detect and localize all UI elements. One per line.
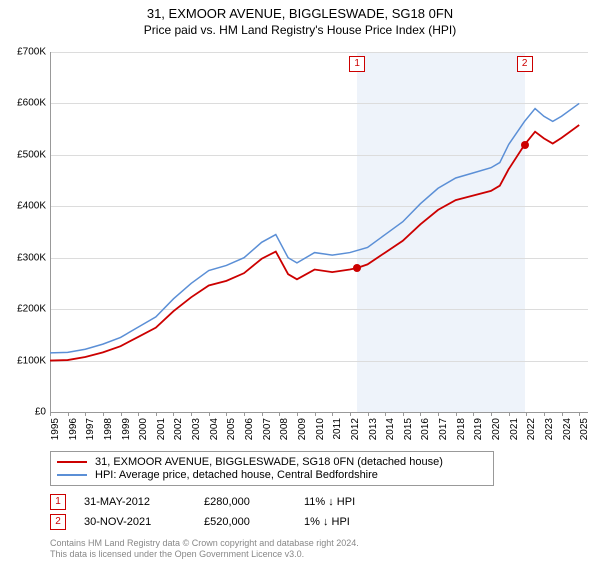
x-axis-label: 2002 [173, 418, 184, 440]
x-axis-label: 2010 [315, 418, 326, 440]
x-axis-label: 1998 [103, 418, 114, 440]
x-axis-label: 2004 [209, 418, 220, 440]
sale-delta: 1% ↓ HPI [304, 516, 404, 528]
sale-delta: 11% ↓ HPI [304, 496, 404, 508]
x-axis-label: 2007 [262, 418, 273, 440]
footer: Contains HM Land Registry data © Crown c… [50, 538, 359, 560]
y-axis-label: £300K [17, 252, 46, 263]
sale-row-2: 2 30-NOV-2021£520,0001% ↓ HPI [50, 514, 404, 530]
x-axis-label: 2005 [226, 418, 237, 440]
x-axis-label: 1997 [85, 418, 96, 440]
legend: 31, EXMOOR AVENUE, BIGGLESWADE, SG18 0FN… [50, 451, 494, 486]
chart-subtitle: Price paid vs. HM Land Registry's House … [0, 23, 600, 37]
x-axis-label: 2008 [279, 418, 290, 440]
series-property [50, 125, 579, 361]
legend-swatch [57, 461, 87, 463]
sale-date: 30-NOV-2021 [84, 516, 204, 528]
sale-price: £280,000 [204, 496, 304, 508]
x-axis-label: 1996 [68, 418, 79, 440]
y-axis-label: £100K [17, 355, 46, 366]
legend-label: HPI: Average price, detached house, Cent… [95, 469, 378, 481]
x-axis-label: 2021 [509, 418, 520, 440]
x-axis-label: 2014 [385, 418, 396, 440]
x-axis-label: 2022 [526, 418, 537, 440]
x-axis-label: 1995 [50, 418, 61, 440]
y-axis-label: £600K [17, 98, 46, 109]
y-axis-label: £500K [17, 149, 46, 160]
x-axis-label: 2015 [403, 418, 414, 440]
sale-date: 31-MAY-2012 [84, 496, 204, 508]
sale-row-marker: 2 [50, 514, 66, 530]
x-axis-label: 2013 [368, 418, 379, 440]
sale-marker-1 [353, 264, 361, 272]
sale-row-marker: 1 [50, 494, 66, 510]
x-axis [50, 412, 588, 413]
x-axis-label: 2024 [562, 418, 573, 440]
callout-box-1: 1 [349, 56, 365, 72]
y-axis-label: £200K [17, 304, 46, 315]
chart-lines [50, 52, 588, 412]
chart-title: 31, EXMOOR AVENUE, BIGGLESWADE, SG18 0FN [0, 6, 600, 21]
legend-label: 31, EXMOOR AVENUE, BIGGLESWADE, SG18 0FN… [95, 456, 443, 468]
x-axis-label: 2025 [579, 418, 590, 440]
y-axis-label: £700K [17, 47, 46, 58]
x-axis-label: 2019 [473, 418, 484, 440]
x-axis-label: 2009 [297, 418, 308, 440]
x-axis-label: 2016 [420, 418, 431, 440]
x-axis-label: 2001 [156, 418, 167, 440]
callout-box-2: 2 [517, 56, 533, 72]
x-axis-label: 2017 [438, 418, 449, 440]
chart-area: £0£100K£200K£300K£400K£500K£600K£700K199… [50, 52, 588, 412]
x-axis-label: 2012 [350, 418, 361, 440]
sale-row-1: 1 31-MAY-2012£280,00011% ↓ HPI [50, 494, 404, 510]
x-axis-label: 2011 [332, 418, 343, 440]
footer-line-2: This data is licensed under the Open Gov… [50, 549, 359, 560]
x-axis-label: 2000 [138, 418, 149, 440]
x-axis-label: 2020 [491, 418, 502, 440]
series-hpi [50, 103, 579, 352]
x-axis-label: 2006 [244, 418, 255, 440]
footer-line-1: Contains HM Land Registry data © Crown c… [50, 538, 359, 549]
x-axis-label: 2003 [191, 418, 202, 440]
x-axis-label: 1999 [121, 418, 132, 440]
x-axis-label: 2023 [544, 418, 555, 440]
legend-item: HPI: Average price, detached house, Cent… [57, 469, 487, 481]
y-axis-label: £400K [17, 201, 46, 212]
y-axis-label: £0 [35, 407, 46, 418]
sale-marker-2 [521, 141, 529, 149]
legend-swatch [57, 474, 87, 476]
legend-item: 31, EXMOOR AVENUE, BIGGLESWADE, SG18 0FN… [57, 456, 487, 468]
x-axis-label: 2018 [456, 418, 467, 440]
sale-price: £520,000 [204, 516, 304, 528]
